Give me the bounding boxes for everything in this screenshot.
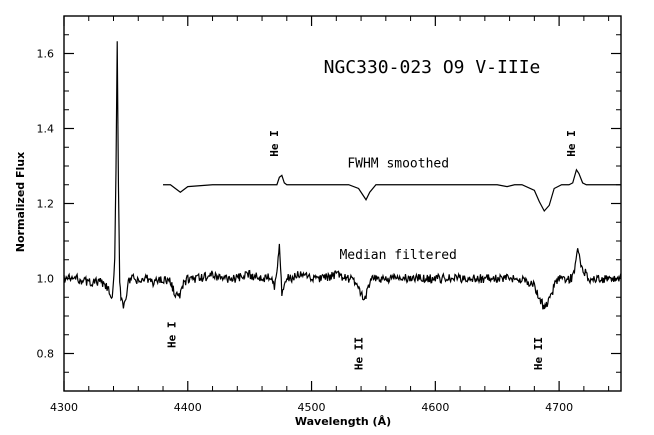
axis-layer — [63, 15, 622, 392]
x-tick-label: 4500 — [298, 401, 326, 414]
y-tick-label: 1.6 — [37, 48, 55, 61]
x-tick-label: 4700 — [545, 401, 573, 414]
line-annotation-label: He I — [268, 130, 281, 157]
x-tick-label: 4600 — [421, 401, 449, 414]
chart-title: NGC330-023 O9 V-IIIe — [324, 57, 541, 78]
plot-layer — [63, 41, 622, 310]
line-annotation-label: He I — [565, 130, 578, 157]
y-tick-label: 1.2 — [37, 198, 55, 211]
median-filtered-label: Median filtered — [339, 248, 456, 263]
y-tick-label: 0.8 — [37, 348, 55, 361]
y-tick-label: 1.4 — [37, 123, 55, 136]
fwhm-smoothed-series — [163, 168, 621, 213]
y-axis-label: Normalized Flux — [14, 152, 27, 252]
line-annotation-label: He I — [165, 322, 178, 349]
label-layer: 4300 4400 4500 4600 4700 0.8 1.0 1.2 1.4 1.6 NGC33… — [14, 48, 578, 429]
line-annotation-label: He II — [352, 337, 365, 370]
median-filtered-series — [63, 41, 622, 310]
line-annotation-label: He II — [532, 337, 545, 370]
x-tick-label: 4300 — [50, 401, 78, 414]
fwhm-smoothed-label: FWHM smoothed — [347, 156, 449, 171]
x-tick-label: 4400 — [174, 401, 202, 414]
x-axis-label: Wavelength (Å) — [295, 415, 391, 428]
y-tick-label: 1.0 — [37, 273, 55, 286]
